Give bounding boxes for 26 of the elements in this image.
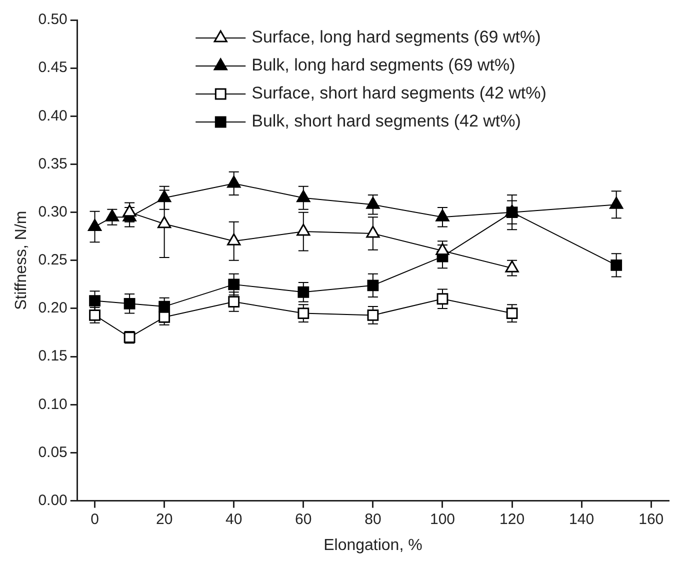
x-axis-title: Elongation, % — [324, 536, 422, 554]
legend-label: Bulk, short hard segments (42 wt%) — [252, 112, 521, 131]
y-tick-label: 0.10 — [38, 396, 68, 413]
y-tick-label: 0.50 — [38, 11, 68, 28]
y-tick-label: 0.15 — [38, 348, 68, 365]
x-tick-label: 0 — [90, 510, 99, 528]
y-tick-label: 0.45 — [38, 59, 68, 76]
y-tick-label: 0.05 — [38, 444, 68, 461]
y-tick-label: 0.40 — [38, 107, 68, 124]
x-tick-label: 20 — [156, 510, 173, 528]
y-tick-label: 0.25 — [38, 252, 68, 269]
x-tick-label: 160 — [638, 510, 664, 528]
x-tick-label: 140 — [569, 510, 594, 528]
x-tick-label: 60 — [295, 510, 312, 528]
legend-label: Surface, short hard segments (42 wt%) — [252, 84, 546, 103]
y-tick-label: 0.35 — [38, 155, 68, 172]
y-axis-title: Stiffness, N/m — [13, 210, 30, 310]
y-tick-label: 0.00 — [38, 492, 68, 509]
y-tick-label: 0.30 — [38, 203, 68, 220]
x-tick-label: 80 — [364, 510, 382, 528]
x-tick-label: 40 — [226, 510, 242, 528]
legend-label: Bulk, long hard segments (69 wt%) — [252, 56, 516, 75]
y-tick-label: 0.20 — [38, 300, 68, 317]
legend-label: Surface, long hard segments (69 wt%) — [252, 28, 541, 47]
x-tick-label: 100 — [430, 510, 456, 528]
x-tick-label: 120 — [500, 510, 525, 528]
